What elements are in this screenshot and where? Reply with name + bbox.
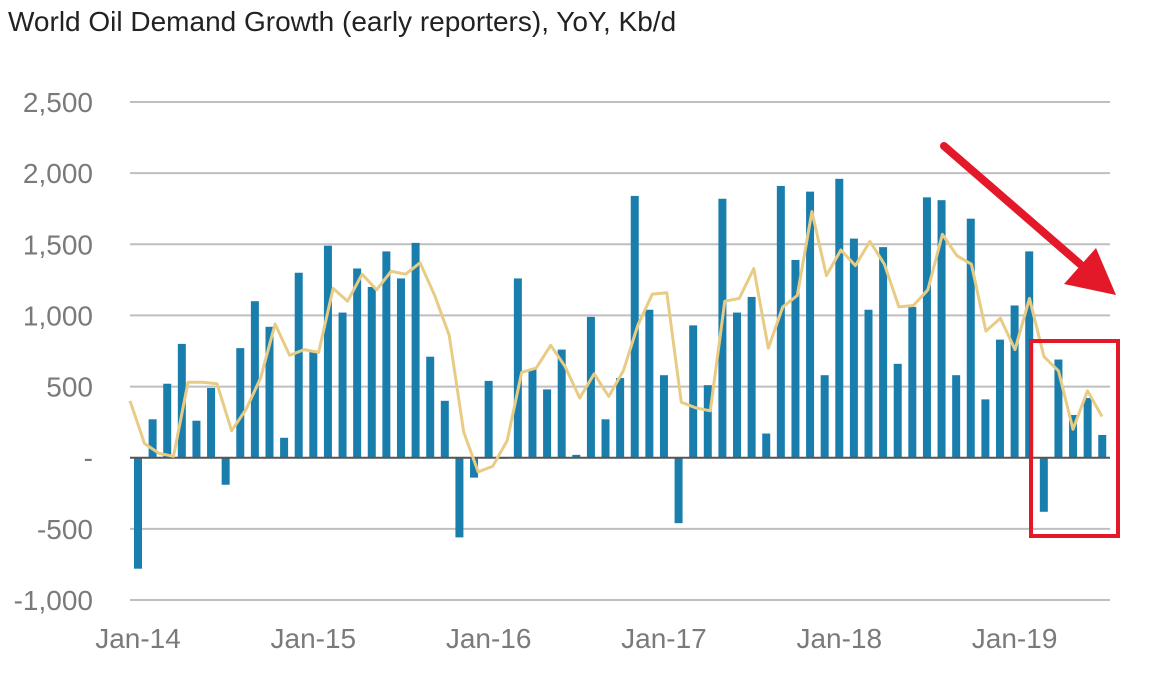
y-tick-label: 2,000 — [23, 158, 93, 189]
bar — [586, 316, 595, 458]
bar — [893, 363, 902, 458]
y-tick-label: 1,000 — [23, 300, 93, 331]
gridlines — [130, 101, 1110, 601]
x-tick-label: Jan-19 — [972, 623, 1058, 654]
y-tick-label: -500 — [37, 514, 93, 545]
bar — [1069, 415, 1078, 458]
bar — [674, 457, 683, 524]
y-tick-label: -1,000 — [14, 585, 93, 616]
bar — [265, 326, 274, 458]
bar — [323, 245, 332, 458]
bar — [689, 325, 698, 458]
bar — [426, 356, 435, 458]
x-axis-labels: Jan-14 Jan-15 Jan-16 Jan-17 Jan-18 Jan-19 — [95, 623, 1057, 654]
bar — [806, 191, 815, 458]
bar — [1054, 359, 1063, 458]
bar — [645, 309, 654, 458]
arrow-shaft — [940, 142, 1084, 268]
bar — [835, 178, 844, 458]
bar — [776, 185, 785, 458]
bar — [382, 251, 391, 458]
arrow-head — [1064, 248, 1116, 295]
bar — [849, 238, 858, 458]
bar — [280, 437, 289, 458]
x-tick-label: Jan-14 — [95, 623, 181, 654]
bar — [236, 348, 245, 458]
chart-title: World Oil Demand Growth (early reporters… — [8, 6, 677, 37]
bar — [221, 457, 230, 485]
y-tick-label: 1,500 — [23, 229, 93, 260]
bar — [470, 457, 479, 478]
bar — [733, 312, 742, 458]
bar — [908, 306, 917, 458]
bar — [484, 380, 493, 458]
bar — [543, 389, 552, 458]
x-tick-label: Jan-18 — [796, 623, 882, 654]
bar — [572, 454, 581, 458]
y-tick-label: 500 — [46, 372, 93, 403]
bar — [1098, 434, 1107, 458]
bar — [601, 419, 610, 458]
bar — [791, 259, 800, 458]
bar — [353, 268, 362, 458]
highlight-box — [1029, 339, 1120, 538]
bar — [134, 457, 142, 569]
bar — [879, 247, 888, 458]
line-series — [128, 210, 1104, 474]
bar — [177, 343, 186, 458]
bar — [294, 272, 303, 458]
x-tick-label: Jan-17 — [621, 623, 707, 654]
bar — [952, 375, 961, 458]
bar — [163, 383, 172, 458]
y-tick-label: - — [84, 443, 93, 474]
bar — [1039, 457, 1048, 512]
bar — [616, 378, 625, 458]
bar — [762, 433, 771, 458]
bar — [557, 349, 566, 458]
x-tick-label: Jan-16 — [446, 623, 532, 654]
bar — [440, 400, 449, 458]
bar — [367, 286, 376, 458]
bar — [513, 278, 522, 458]
bar — [309, 351, 318, 458]
bar — [747, 296, 756, 458]
bar — [966, 218, 975, 458]
annotations — [940, 142, 1120, 538]
bar — [250, 301, 259, 458]
bar — [148, 419, 157, 458]
bar — [207, 387, 216, 458]
bar — [1083, 397, 1092, 458]
bar — [455, 457, 464, 538]
bar — [937, 200, 946, 458]
bar — [864, 309, 873, 458]
bar — [1010, 305, 1019, 458]
bar — [995, 339, 1004, 458]
bar — [659, 375, 668, 458]
bar — [981, 399, 990, 458]
bar — [396, 278, 405, 458]
bar — [922, 197, 931, 458]
bar — [820, 375, 829, 458]
bar — [192, 420, 201, 458]
bar — [528, 369, 537, 458]
bar — [338, 312, 347, 458]
bar — [630, 195, 639, 458]
bar — [703, 385, 712, 458]
bar — [411, 242, 420, 458]
x-tick-label: Jan-15 — [271, 623, 357, 654]
y-tick-label: 2,500 — [23, 87, 93, 118]
